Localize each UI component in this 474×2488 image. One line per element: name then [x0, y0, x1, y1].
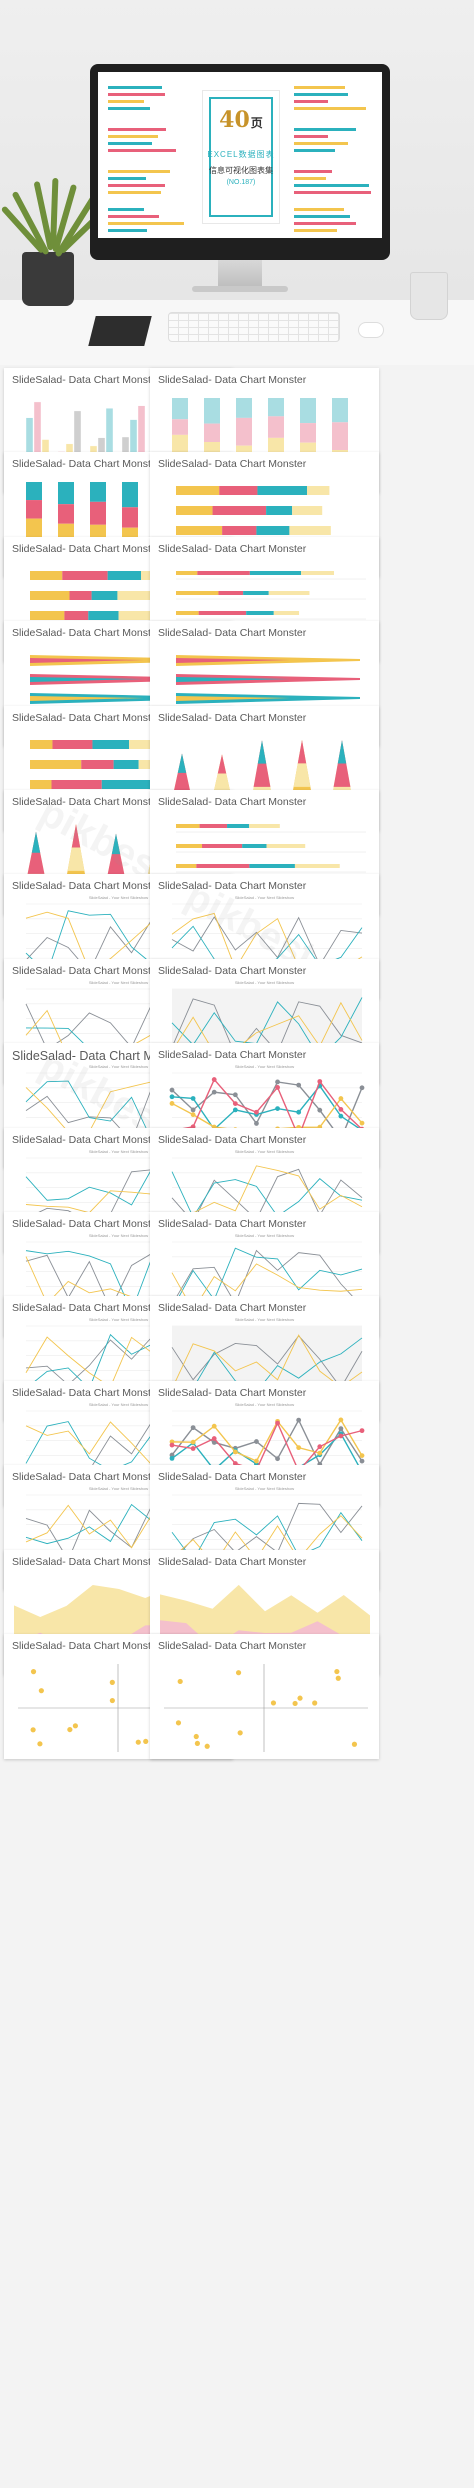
- slide-subtitle: SlideSalad - Your Next Slideshow: [234, 979, 295, 985]
- cover-subtitle-2: 信息可视化图表集: [209, 166, 273, 175]
- slide-title: SlideSalad- Data Chart Monster: [12, 1471, 161, 1484]
- slide-subtitle: SlideSalad - Your Next Slideshow: [234, 1317, 295, 1323]
- notebook: [88, 316, 152, 346]
- slide-title: SlideSalad- Data Chart Monster: [158, 964, 307, 977]
- slide-title: SlideSalad- Data Chart Monster: [12, 374, 161, 386]
- slide-title: SlideSalad- Data Chart Monster: [12, 880, 161, 893]
- screen-thumbnail: [102, 120, 190, 158]
- slide-subtitle: SlideSalad - Your Next Slideshow: [234, 895, 295, 901]
- slide-title: SlideSalad- Data Chart Monster: [12, 796, 161, 808]
- slide-subtitle: SlideSalad - Your Next Slideshow: [234, 1401, 295, 1407]
- screen-thumbnail: [288, 200, 376, 238]
- slide-card[interactable]: SlideSalad- Data Chart Monster: [150, 1634, 379, 1759]
- slide-subtitle: SlideSalad - Your Next Slideshow: [234, 1486, 295, 1492]
- slide-subtitle: SlideSalad - Your Next Slideshow: [88, 1148, 149, 1154]
- monitor: 40页 EXCEL数据图表 信息可视化图表集 (NO.187): [90, 64, 390, 260]
- screen-thumbnail: [288, 162, 376, 200]
- slide-subtitle: SlideSalad - Your Next Slideshow: [88, 1317, 149, 1323]
- slide-title: SlideSalad- Data Chart Monster: [158, 627, 307, 640]
- keyboard: [168, 312, 340, 342]
- coffee-mug: [410, 272, 448, 320]
- slide-title: SlideSalad- Data Chart Monster: [158, 374, 307, 386]
- cover-code: (NO.187): [226, 179, 256, 186]
- monitor-stand: [218, 260, 262, 288]
- slide-title: SlideSalad- Data Chart Monster: [158, 1302, 307, 1315]
- slide-title: SlideSalad- Data Chart Monster: [12, 627, 161, 640]
- slide-title: SlideSalad- Data Chart Monster: [12, 542, 161, 555]
- screen-thumbnail: [288, 120, 376, 158]
- slide-title: SlideSalad- Data Chart Monster: [158, 1640, 307, 1652]
- slide-title: SlideSalad- Data Chart Monster: [158, 1133, 307, 1146]
- plant-pot: [22, 252, 74, 306]
- slide-title: SlideSalad- Data Chart Monster: [158, 880, 307, 893]
- slide-title: SlideSalad- Data Chart Monster: [12, 1302, 161, 1315]
- scatter-chart-thumbnail: [164, 1664, 368, 1752]
- slide-title: SlideSalad- Data Chart Monster: [12, 458, 161, 471]
- slide-title: SlideSalad- Data Chart Monster: [12, 1049, 189, 1064]
- line-dots-chart-thumbnail: [168, 1072, 366, 1153]
- screen-thumbnail: [288, 78, 376, 116]
- cover-page-unit: 页: [250, 116, 263, 130]
- slide-subtitle: SlideSalad - Your Next Slideshow: [88, 979, 149, 985]
- slide-subtitle: SlideSalad - Your Next Slideshow: [88, 895, 149, 901]
- slide-title: SlideSalad- Data Chart Monster: [158, 1049, 307, 1062]
- slide-title: SlideSalad- Data Chart Monster: [12, 1218, 161, 1230]
- slide-subtitle: SlideSalad - Your Next Slideshow: [234, 1233, 295, 1238]
- cover-subtitle-1: EXCEL数据图表: [207, 150, 275, 159]
- screen-thumbnail: [102, 78, 190, 116]
- slide-subtitle: SlideSalad - Your Next Slideshow: [234, 1148, 295, 1154]
- screen-thumbnail: [102, 200, 190, 238]
- screen-thumbnail: [102, 162, 190, 200]
- slide-subtitle: SlideSalad - Your Next Slideshow: [88, 1401, 149, 1407]
- slide-title: SlideSalad- Data Chart Monster: [12, 1386, 161, 1399]
- slide-title: SlideSalad- Data Chart Monster: [12, 711, 161, 724]
- cover-title-card: 40页 EXCEL数据图表 信息可视化图表集 (NO.187): [202, 90, 280, 224]
- hero-mockup: 40页 EXCEL数据图表 信息可视化图表集 (NO.187): [0, 0, 474, 365]
- slide-subtitle: SlideSalad - Your Next Slideshow: [88, 1064, 149, 1070]
- slide-title: SlideSalad- Data Chart Monster: [158, 1471, 307, 1484]
- cover-page-count: 40: [219, 107, 250, 133]
- slide-title: SlideSalad- Data Chart Monster: [158, 542, 307, 555]
- slide-title: SlideSalad- Data Chart Monster: [12, 1133, 161, 1146]
- slide-title: SlideSalad- Data Chart Monster: [158, 1386, 307, 1399]
- slide-subtitle: SlideSalad - Your Next Slideshow: [234, 1064, 295, 1070]
- slide-subtitle: SlideSalad - Your Next Slideshow: [88, 1233, 149, 1238]
- slide-title: SlideSalad- Data Chart Monster: [158, 1218, 307, 1230]
- slide-title: SlideSalad- Data Chart Monster: [12, 1640, 161, 1652]
- monitor-base: [192, 286, 288, 292]
- slide-title: SlideSalad- Data Chart Monster: [158, 458, 307, 471]
- slide-title: SlideSalad- Data Chart Monster: [158, 796, 307, 808]
- mouse: [358, 322, 384, 338]
- slide-title: SlideSalad- Data Chart Monster: [12, 964, 161, 977]
- line-dots-chart-thumbnail: [168, 1410, 366, 1490]
- slide-title: SlideSalad- Data Chart Monster: [12, 1555, 161, 1568]
- slide-title: SlideSalad- Data Chart Monster: [158, 711, 307, 724]
- slide-subtitle: SlideSalad - Your Next Slideshow: [88, 1486, 149, 1492]
- monitor-screen: 40页 EXCEL数据图表 信息可视化图表集 (NO.187): [98, 72, 382, 238]
- slide-title: SlideSalad- Data Chart Monster: [158, 1555, 307, 1568]
